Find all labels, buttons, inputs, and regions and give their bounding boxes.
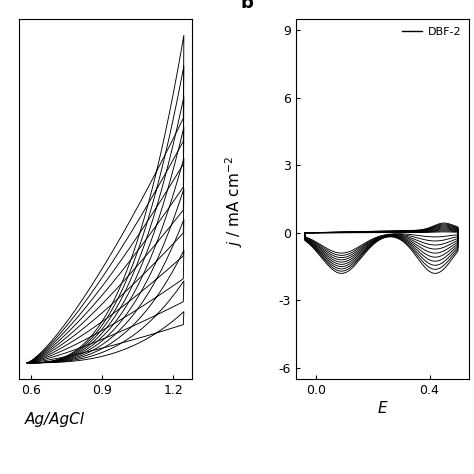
Text: b: b — [241, 0, 254, 12]
Legend: DBF-2: DBF-2 — [400, 25, 464, 39]
Text: $j$ / mA cm$^{-2}$: $j$ / mA cm$^{-2}$ — [224, 156, 246, 247]
Text: Ag/AgCl: Ag/AgCl — [25, 412, 84, 427]
X-axis label: $E$: $E$ — [377, 400, 389, 416]
